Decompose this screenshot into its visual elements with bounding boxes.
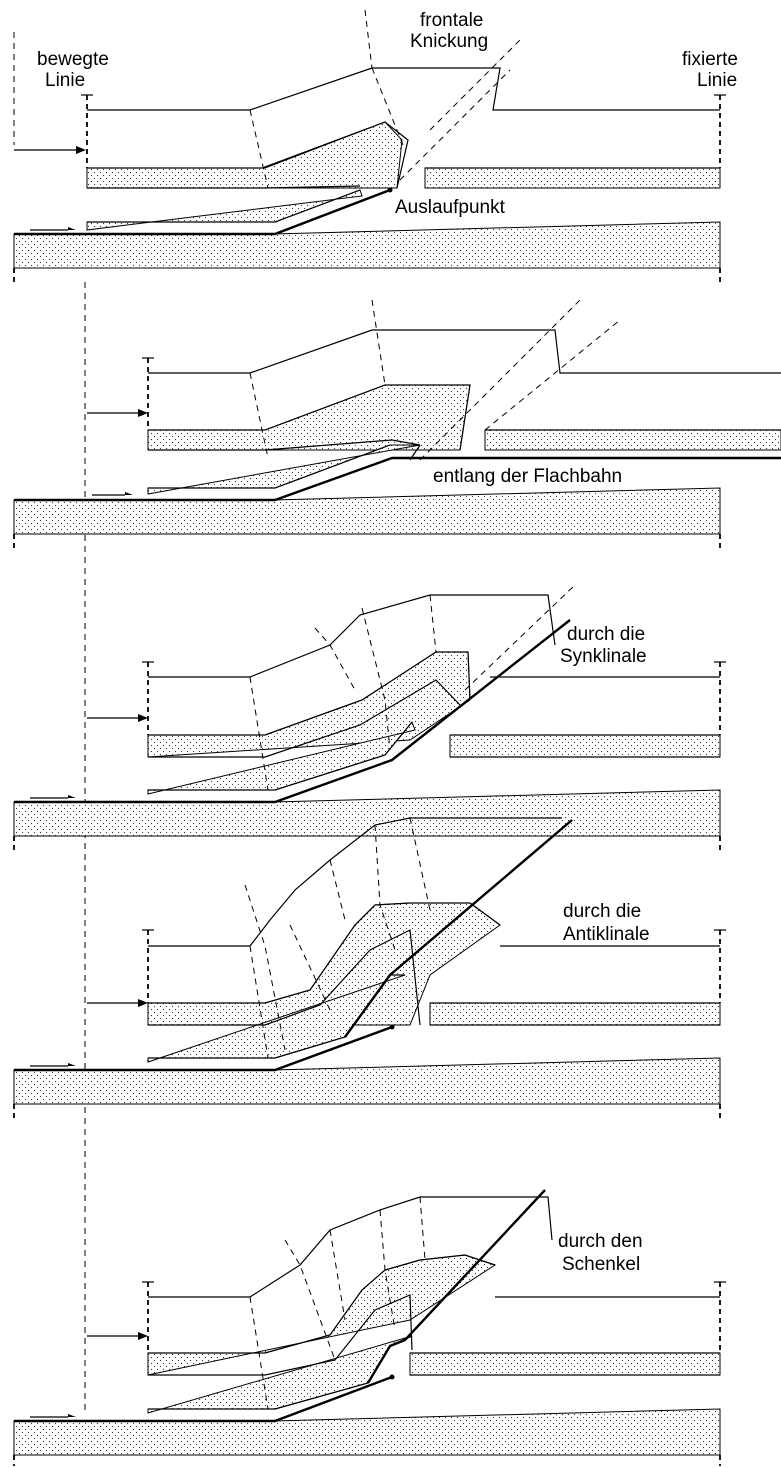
panel-4-label-1: durch die	[563, 901, 641, 922]
panel-2-label: entlang der Flachbahn	[433, 466, 622, 487]
frontal-kink-label-1: frontale	[420, 10, 483, 31]
panel-5-label-2: Schenkel	[562, 1254, 640, 1275]
panel-5: durch den Schenkel	[13, 1189, 726, 1466]
frontal-kink-label-2: Knickung	[410, 31, 488, 52]
panel-3: durch die Synklinale	[13, 584, 726, 850]
panel-3-label-1: durch die	[567, 624, 645, 645]
moving-line-label-2: Linie	[45, 70, 85, 91]
panel-4-label-2: Antiklinale	[563, 924, 650, 945]
fixed-line-label-2: Linie	[697, 70, 737, 91]
panel-1: Auslaufpunkt	[13, 9, 726, 282]
panel-5-label-1: durch den	[558, 1231, 643, 1252]
fixed-line-label-1: fixierte	[682, 49, 738, 70]
panel-4: durch die Antiklinale	[13, 817, 726, 1118]
panel-3-label-2: Synklinale	[560, 646, 647, 667]
panel-1-label: Auslaufpunkt	[395, 197, 506, 218]
panel-2: entlang der Flachbahn	[13, 299, 781, 548]
moving-line-label-1: bewegte	[37, 49, 109, 70]
